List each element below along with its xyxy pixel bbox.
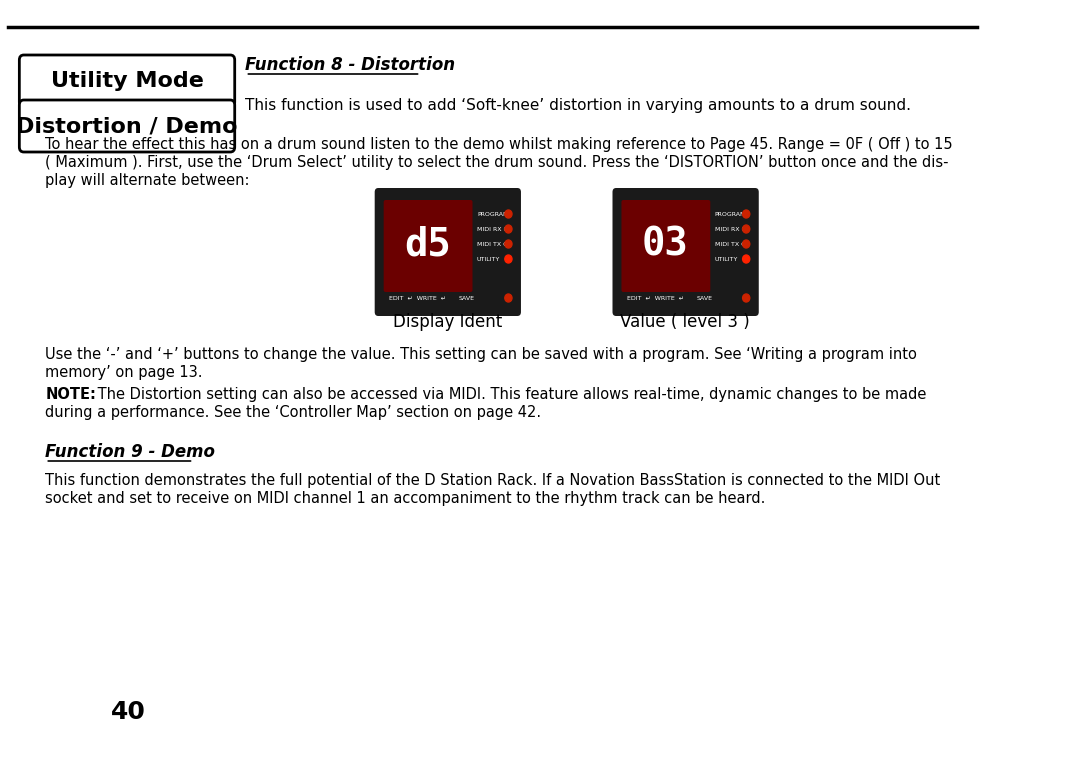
Circle shape	[743, 210, 750, 218]
Text: SAVE: SAVE	[697, 296, 713, 300]
Text: memory’ on page 13.: memory’ on page 13.	[45, 364, 203, 379]
Circle shape	[504, 210, 512, 218]
Circle shape	[743, 225, 750, 233]
Text: Utility Mode: Utility Mode	[51, 71, 203, 91]
Text: PROGRAM: PROGRAM	[715, 212, 746, 216]
Circle shape	[504, 294, 512, 302]
Text: 40: 40	[111, 700, 146, 724]
Circle shape	[743, 240, 750, 248]
Text: PROGRAM: PROGRAM	[477, 212, 509, 216]
Text: UTILITY: UTILITY	[477, 257, 500, 261]
Text: Function 8 - Distortion: Function 8 - Distortion	[245, 56, 456, 74]
Circle shape	[504, 225, 512, 233]
Text: d5: d5	[404, 225, 451, 263]
Text: This function is used to add ‘Soft-knee’ distortion in varying amounts to a drum: This function is used to add ‘Soft-knee’…	[245, 98, 912, 113]
Text: MIDI TX CH: MIDI TX CH	[715, 242, 750, 246]
Text: UTILITY: UTILITY	[715, 257, 738, 261]
Text: during a performance. See the ‘Controller Map’ section on page 42.: during a performance. See the ‘Controlle…	[45, 405, 541, 420]
Text: Function 9 - Demo: Function 9 - Demo	[45, 443, 215, 461]
Circle shape	[743, 255, 750, 263]
Text: EDIT  ↵  WRITE  ↵: EDIT ↵ WRITE ↵	[389, 296, 446, 300]
FancyBboxPatch shape	[383, 200, 473, 292]
Text: Use the ‘-’ and ‘+’ buttons to change the value. This setting can be saved with : Use the ‘-’ and ‘+’ buttons to change th…	[45, 347, 917, 361]
Circle shape	[504, 240, 512, 248]
Text: EDIT  ↵  WRITE  ↵: EDIT ↵ WRITE ↵	[626, 296, 684, 300]
Text: MIDI RX CH: MIDI RX CH	[715, 226, 751, 232]
Text: Distortion / Demo: Distortion / Demo	[16, 116, 238, 136]
Text: MIDI RX CH: MIDI RX CH	[477, 226, 513, 232]
Text: socket and set to receive on MIDI channel 1 an accompaniment to the rhythm track: socket and set to receive on MIDI channe…	[45, 491, 766, 505]
Text: MIDI TX CH: MIDI TX CH	[477, 242, 512, 246]
Text: The Distortion setting can also be accessed via MIDI. This feature allows real-t: The Distortion setting can also be acces…	[93, 386, 927, 402]
Text: 03: 03	[643, 225, 689, 263]
Text: This function demonstrates the full potential of the D Station Rack. If a Novati: This function demonstrates the full pote…	[45, 472, 941, 488]
Text: SAVE: SAVE	[459, 296, 475, 300]
Text: play will alternate between:: play will alternate between:	[45, 172, 249, 187]
FancyBboxPatch shape	[19, 55, 234, 107]
FancyBboxPatch shape	[612, 188, 759, 316]
Circle shape	[504, 255, 512, 263]
Text: Value ( level 3 ): Value ( level 3 )	[620, 313, 750, 331]
Text: To hear the effect this has on a drum sound listen to the demo whilst making ref: To hear the effect this has on a drum so…	[45, 136, 953, 152]
FancyBboxPatch shape	[375, 188, 521, 316]
Circle shape	[743, 294, 750, 302]
FancyBboxPatch shape	[19, 100, 234, 152]
Text: NOTE:: NOTE:	[45, 386, 96, 402]
Text: ( Maximum ). First, use the ‘Drum Select’ utility to select the drum sound. Pres: ( Maximum ). First, use the ‘Drum Select…	[45, 155, 949, 169]
Text: Display Ident: Display Ident	[393, 313, 502, 331]
FancyBboxPatch shape	[621, 200, 711, 292]
